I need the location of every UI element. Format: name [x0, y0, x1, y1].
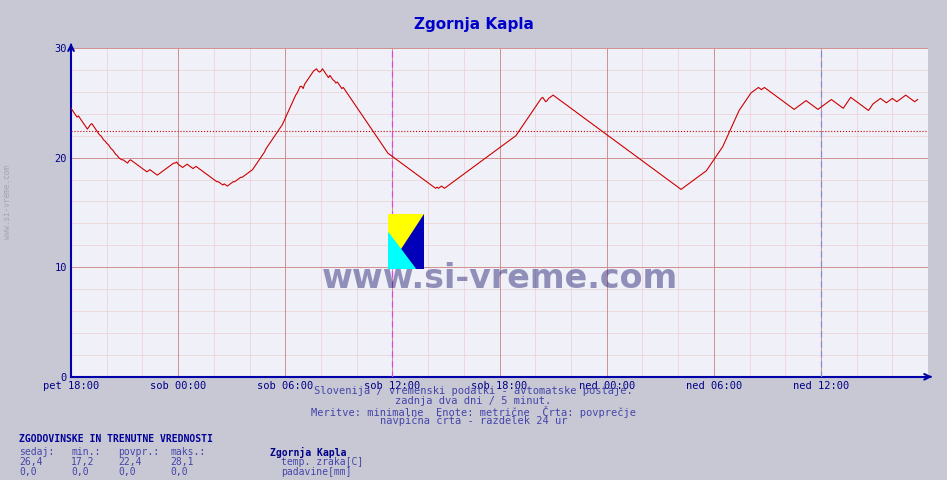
Text: 17,2: 17,2 — [71, 457, 95, 467]
Text: 26,4: 26,4 — [19, 457, 43, 467]
Text: sedaj:: sedaj: — [19, 447, 54, 457]
Polygon shape — [388, 214, 424, 269]
Text: 22,4: 22,4 — [118, 457, 142, 467]
Text: 0,0: 0,0 — [19, 467, 37, 477]
Text: Meritve: minimalne  Enote: metrične  Črta: povprečje: Meritve: minimalne Enote: metrične Črta:… — [311, 406, 636, 418]
Text: min.:: min.: — [71, 447, 100, 457]
Text: zadnja dva dni / 5 minut.: zadnja dva dni / 5 minut. — [396, 396, 551, 406]
Text: maks.:: maks.: — [170, 447, 205, 457]
Text: www.si-vreme.com: www.si-vreme.com — [3, 165, 12, 239]
Text: ZGODOVINSKE IN TRENUTNE VREDNOSTI: ZGODOVINSKE IN TRENUTNE VREDNOSTI — [19, 434, 213, 444]
Text: povpr.:: povpr.: — [118, 447, 159, 457]
Text: Zgornja Kapla: Zgornja Kapla — [270, 447, 347, 458]
Text: padavine[mm]: padavine[mm] — [281, 467, 351, 477]
Text: Slovenija / vremenski podatki - avtomatske postaje.: Slovenija / vremenski podatki - avtomats… — [314, 386, 633, 396]
Text: 28,1: 28,1 — [170, 457, 194, 467]
Text: temp. zraka[C]: temp. zraka[C] — [281, 457, 364, 467]
Polygon shape — [388, 233, 415, 269]
Text: 0,0: 0,0 — [118, 467, 136, 477]
Text: 0,0: 0,0 — [71, 467, 89, 477]
Text: navpična črta - razdelek 24 ur: navpična črta - razdelek 24 ur — [380, 415, 567, 426]
Text: 0,0: 0,0 — [170, 467, 188, 477]
Text: Zgornja Kapla: Zgornja Kapla — [414, 17, 533, 32]
Text: www.si-vreme.com: www.si-vreme.com — [321, 262, 678, 295]
